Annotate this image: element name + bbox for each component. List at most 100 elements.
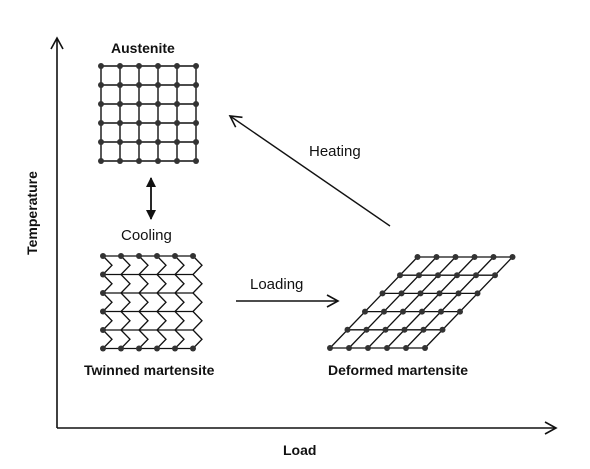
lattice-atom [439, 326, 446, 333]
lattice-atom [436, 290, 443, 297]
twin-bond [174, 274, 185, 294]
twin-bond [138, 274, 149, 294]
lattice-atom [154, 345, 160, 352]
lattice-atom [327, 345, 333, 351]
lattice-bond [367, 256, 456, 349]
lattice-atom [155, 82, 161, 88]
twin-bond [138, 255, 149, 275]
heating-arrow [228, 115, 391, 227]
lattice-atom [136, 63, 142, 69]
lattice-atom [136, 120, 142, 126]
lattice-atom [190, 253, 196, 259]
lattice-atom [384, 345, 390, 351]
lattice-atom [118, 253, 124, 259]
lattice-atom [100, 271, 106, 278]
twin-bond [120, 311, 131, 331]
x-axis-label: Load [283, 442, 317, 458]
lattice-atom [136, 253, 142, 259]
y-axis-label: Temperature [24, 171, 40, 255]
lattice-atom [420, 326, 427, 333]
lattice-atom [438, 308, 444, 315]
lattice-atom [155, 158, 161, 164]
lattice-atom [154, 253, 160, 259]
lattice-atom [98, 139, 104, 145]
twin-bond [192, 311, 203, 331]
lattice-atom [100, 345, 106, 352]
lattice-atom [98, 63, 104, 69]
twin-bond [102, 292, 113, 312]
lattice-atom [98, 101, 104, 107]
twin-bond [138, 311, 149, 331]
lattice-atom [363, 326, 370, 333]
twin-bond [138, 329, 149, 349]
lattice-atom [471, 254, 478, 260]
lattice-atom [98, 158, 104, 164]
lattice-bond [405, 256, 494, 349]
lattice-atom [455, 290, 462, 297]
twin-bond [192, 274, 203, 294]
lattice-atom [193, 82, 199, 88]
cooling-label: Cooling [121, 227, 172, 244]
heating-label: Heating [309, 143, 361, 160]
lattice-atom [100, 253, 106, 259]
lattice-atom [344, 326, 351, 333]
twinned-martensite-lattice [100, 253, 203, 352]
twin-bond [192, 329, 203, 349]
twinned-martensite-label: Twinned martensite [84, 362, 215, 378]
lattice-atom [174, 101, 180, 107]
loading-label: Loading [250, 276, 304, 293]
lattice-atom [435, 272, 441, 279]
lattice-atom [362, 308, 368, 315]
twin-bond [120, 292, 131, 312]
deformed-martensite-lattice [327, 254, 516, 351]
lattice-atom [100, 308, 106, 315]
lattice-atom [136, 101, 142, 107]
lattice-atom [457, 308, 463, 315]
lattice-atom [155, 139, 161, 145]
lattice-atom [492, 272, 498, 279]
lattice-atom [397, 272, 403, 279]
lattice-bond [424, 256, 513, 349]
lattice-atom [193, 63, 199, 69]
lattice-atom [117, 82, 123, 88]
twin-bond [192, 255, 203, 275]
lattice-atom [401, 326, 408, 333]
lattice-atom [117, 158, 123, 164]
lattice-atom [193, 120, 199, 126]
lattice-atom [433, 254, 440, 260]
lattice-atom [155, 120, 161, 126]
lattice-atom [136, 345, 142, 352]
lattice-atom [172, 253, 178, 259]
twin-bond [120, 329, 131, 349]
twin-bond [102, 329, 113, 349]
lattice-atom [509, 254, 516, 260]
lattice-atom [193, 158, 199, 164]
austenite-label: Austenite [111, 40, 175, 56]
lattice-atom [193, 139, 199, 145]
lattice-atom [98, 82, 104, 88]
lattice-atom [155, 63, 161, 69]
twin-bond [120, 255, 131, 275]
lattice-atom [452, 254, 459, 260]
twin-bond [156, 311, 167, 331]
twin-bond [102, 311, 113, 331]
lattice-atom [136, 139, 142, 145]
twin-bond [174, 292, 185, 312]
deformed-martensite-label: Deformed martensite [328, 362, 469, 378]
lattice-atom [117, 101, 123, 107]
lattice-atom [190, 345, 196, 352]
lattice-atom [117, 63, 123, 69]
lattice-atom [136, 158, 142, 164]
lattice-atom [136, 82, 142, 88]
lattice-atom [419, 308, 425, 315]
lattice-atom [490, 254, 497, 260]
lattice-atom [118, 345, 124, 352]
twin-bond [156, 255, 167, 275]
twin-bond [138, 292, 149, 312]
twin-bond [156, 329, 167, 349]
lattice-atom [422, 345, 428, 351]
twin-bond [156, 274, 167, 294]
lattice-atom [398, 290, 405, 297]
lattice-atom [416, 272, 422, 279]
